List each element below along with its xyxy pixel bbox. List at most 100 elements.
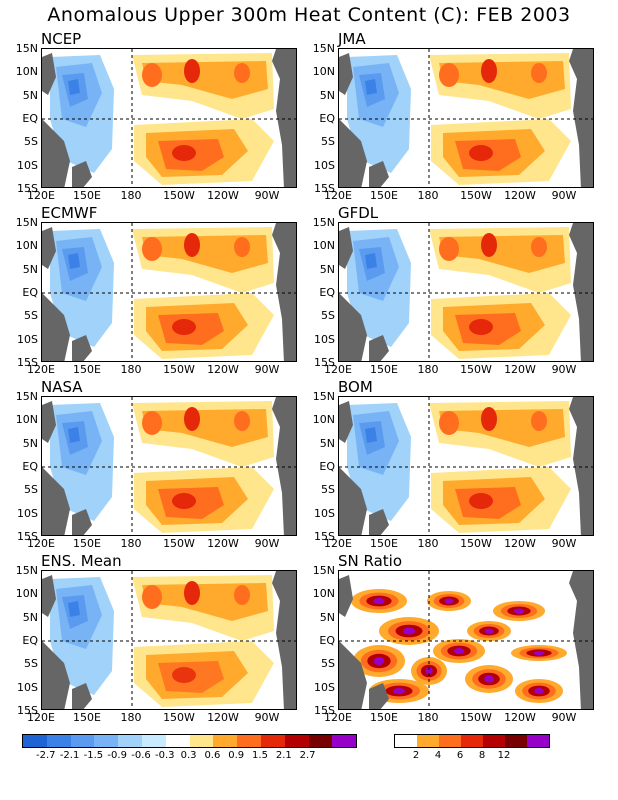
lon-label: 120E — [324, 363, 352, 376]
lat-label: EQ — [22, 112, 38, 125]
color-swatch — [70, 735, 95, 747]
color-swatch — [23, 735, 47, 747]
lon-label: 120W — [207, 363, 239, 376]
map-ens-mean — [41, 570, 297, 710]
lat-label: 15S — [314, 704, 335, 717]
lon-label: 120E — [324, 711, 352, 724]
lat-label: 5N — [319, 610, 335, 624]
lon-label: 90W — [254, 537, 280, 550]
lat-label: 5S — [24, 657, 38, 671]
lon-label: 150E — [73, 711, 101, 724]
map-sn-ratio — [338, 570, 594, 710]
map-ecmwf — [41, 222, 297, 362]
lat-label: 5N — [22, 436, 38, 450]
anomaly-colorbar-label: 0.3 — [180, 750, 197, 761]
color-swatch — [332, 735, 357, 747]
lat-label: EQ — [22, 634, 38, 647]
color-swatch — [141, 735, 166, 747]
lon-label: 180 — [417, 537, 439, 550]
lon-label: 180 — [120, 711, 142, 724]
lat-label: 10S — [314, 680, 335, 694]
lon-label: 150W — [460, 711, 492, 724]
lon-label: 120E — [27, 189, 55, 202]
lat-label: 5N — [319, 436, 335, 450]
map-ncep — [41, 48, 297, 188]
lon-label: 150W — [460, 363, 492, 376]
color-swatch — [94, 735, 119, 747]
lon-label: 150W — [163, 537, 195, 550]
lat-label: 5S — [24, 135, 38, 149]
anomaly-colorbar-label: -1.5 — [83, 750, 104, 761]
lat-label: 10S — [17, 158, 38, 172]
panel-title-ecmwf: ECMWF — [41, 204, 98, 222]
lon-label: 150E — [370, 711, 398, 724]
lat-label: 10N — [15, 239, 38, 253]
panel-title-nasa: NASA — [41, 378, 83, 396]
lon-label: 90W — [551, 363, 577, 376]
lat-label: 10N — [15, 413, 38, 427]
panel-title-ens-mean: ENS. Mean — [41, 552, 122, 570]
lon-label: 150E — [370, 189, 398, 202]
color-swatch — [483, 735, 505, 747]
lat-label: 5S — [24, 309, 38, 323]
lon-label: 120E — [324, 537, 352, 550]
lat-label: EQ — [22, 460, 38, 473]
lat-label: 5N — [22, 88, 38, 102]
lon-label: 120W — [207, 711, 239, 724]
page-title: Anomalous Upper 300m Heat Content (C): F… — [47, 4, 571, 26]
color-swatch — [118, 735, 142, 747]
lat-label: 5N — [319, 88, 335, 102]
lat-label: 15N — [15, 216, 38, 229]
panel-title-sn-ratio: SN Ratio — [338, 552, 403, 570]
lon-label: 180 — [120, 189, 142, 202]
lat-label: EQ — [319, 460, 335, 473]
color-swatch — [46, 735, 71, 747]
lat-label: 5N — [22, 262, 38, 276]
lat-label: 10N — [312, 65, 335, 79]
map-nasa — [41, 396, 297, 536]
lon-label: 120W — [207, 189, 239, 202]
map-jma — [338, 48, 594, 188]
lat-label: 10N — [312, 413, 335, 427]
lon-label: 90W — [551, 189, 577, 202]
lat-label: 15S — [17, 182, 38, 195]
lon-label: 120W — [504, 711, 536, 724]
lat-label: 15S — [314, 356, 335, 369]
lon-label: 90W — [254, 189, 280, 202]
lon-label: 150W — [163, 711, 195, 724]
panel-title-bom: BOM — [338, 378, 373, 396]
lat-label: 15N — [15, 390, 38, 403]
lat-label: EQ — [319, 634, 335, 647]
color-swatch — [395, 735, 417, 747]
lon-label: 150W — [163, 189, 195, 202]
lon-label: 90W — [254, 711, 280, 724]
lat-label: 15N — [312, 390, 335, 403]
lat-label: 15N — [15, 564, 38, 577]
snr-colorbar-label: 8 — [478, 750, 486, 761]
color-swatch — [284, 735, 309, 747]
anomaly-colorbar-label: -0.6 — [131, 750, 151, 761]
lon-label: 180 — [120, 537, 142, 550]
color-swatch — [439, 735, 461, 747]
lon-label: 120E — [324, 189, 352, 202]
lon-label: 90W — [551, 711, 577, 724]
lat-label: 10N — [15, 65, 38, 79]
anomaly-colorbar-label: 1.5 — [252, 750, 268, 761]
snr-colorbar-label: 12 — [497, 750, 511, 761]
anomaly-colorbar-label: -0.3 — [155, 750, 175, 761]
lat-label: EQ — [319, 286, 335, 299]
lat-label: 10N — [312, 239, 335, 253]
lon-label: 120E — [27, 363, 55, 376]
lon-label: 150W — [163, 363, 195, 376]
lat-label: 15S — [314, 530, 335, 543]
anomaly-colorbar-label: 0.9 — [228, 750, 245, 761]
color-swatch — [417, 735, 439, 747]
color-swatch — [260, 735, 285, 747]
anomaly-colorbar-label: -2.1 — [59, 750, 80, 761]
color-swatch — [237, 735, 261, 747]
snr-colorbar-swatches — [394, 734, 550, 748]
lat-label: 5S — [321, 309, 335, 323]
color-swatch — [308, 735, 333, 747]
lat-label: 10N — [15, 587, 38, 601]
color-swatch — [165, 735, 190, 747]
